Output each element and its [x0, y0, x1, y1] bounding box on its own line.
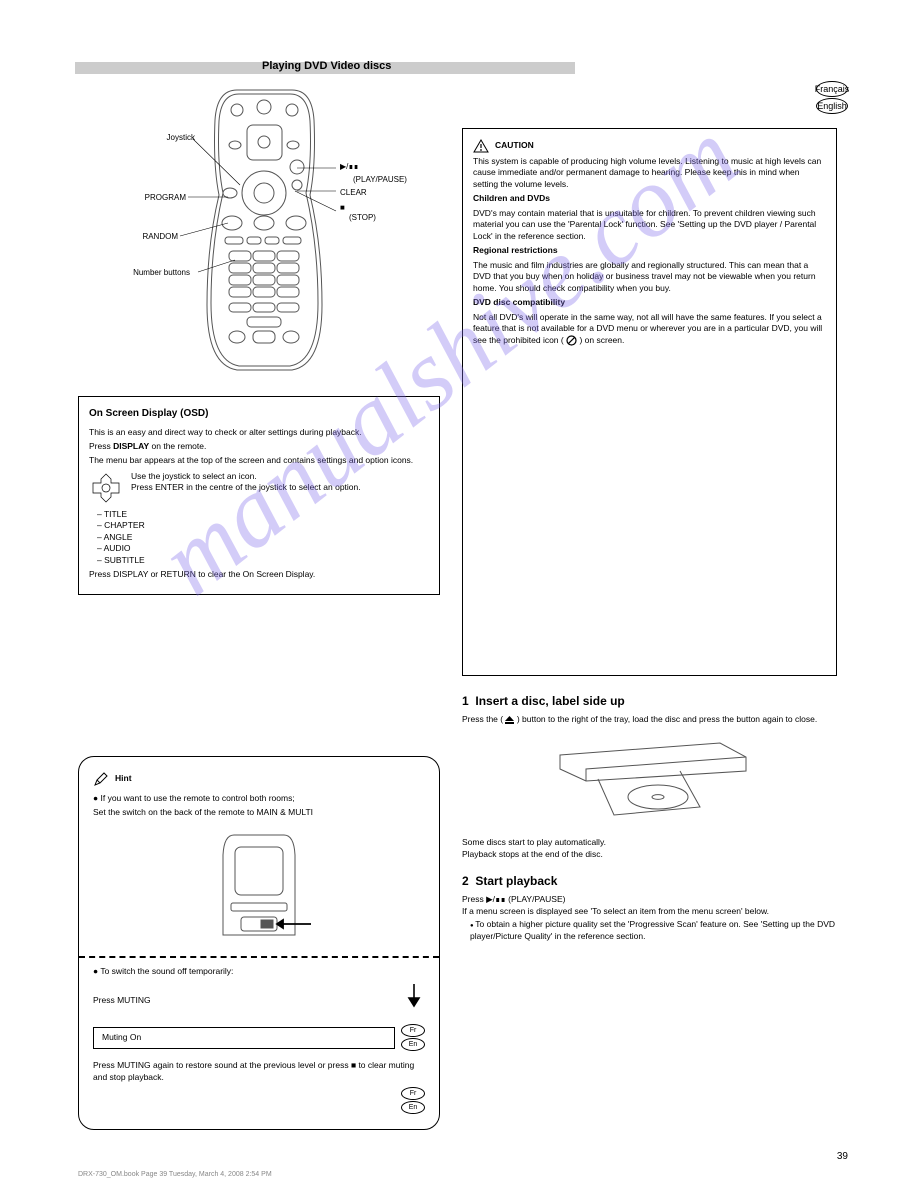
caution-s1t: Children and DVDs	[473, 193, 550, 203]
caution-s3t: DVD disc compatibility	[473, 297, 565, 307]
muting-bar: Muting On	[93, 1027, 395, 1048]
eject-icon	[505, 716, 514, 724]
osd-end: Press DISPLAY or RETURN to clear the On …	[89, 569, 429, 580]
caution-title: CAUTION	[495, 140, 534, 151]
step2-title: Start playback	[475, 874, 557, 888]
hint-tab-fr: Fr	[401, 1087, 425, 1100]
tab-french: Français	[816, 81, 848, 97]
mute-tab-fr: Fr	[401, 1024, 425, 1037]
osd-p2: Press DISPLAY on the remote.	[89, 441, 429, 452]
pencil-icon	[93, 771, 109, 787]
section-header: Playing DVD Video discs	[262, 60, 391, 72]
label-stop-sym: ■	[340, 203, 345, 212]
caution-s3: Not all DVD's will operate in the same w…	[473, 312, 826, 346]
label-playpause: (PLAY/PAUSE)	[353, 175, 407, 184]
osd-joy2: Press ENTER in the centre of the joystic…	[131, 482, 429, 493]
page-language-tabs: Français English	[816, 80, 848, 115]
label-playpause-sym: ▶/∎∎	[340, 162, 359, 171]
caution-text: This system is capable of producing high…	[473, 156, 826, 190]
hint-title: Hint	[115, 773, 132, 784]
arrow-down-icon	[403, 982, 425, 1016]
dashed-separator	[79, 956, 439, 958]
osd-box: On Screen Display (OSD) This is an easy …	[78, 396, 440, 595]
hint-h1: ● If you want to use the remote to contr…	[93, 793, 425, 804]
osd-title: On Screen Display (OSD)	[89, 407, 429, 421]
osd-p3: The menu bar appears at the top of the s…	[89, 455, 429, 466]
footer: DRX-730_OM.book Page 39 Tuesday, March 4…	[78, 1171, 272, 1178]
remote-control-diagram	[197, 85, 332, 375]
caution-s2: The music and film industries are global…	[473, 260, 826, 294]
step1-text: Press the ( ) button to the right of the…	[462, 714, 837, 725]
hint-h2: ● To switch the sound off temporarily:	[93, 966, 425, 977]
warning-icon	[473, 139, 489, 153]
step2-t2: If a menu screen is displayed see 'To se…	[462, 906, 837, 917]
mute-tab-en: En	[401, 1038, 425, 1051]
osd-p1: This is an easy and direct way to check …	[89, 427, 429, 438]
caution-s2t: Regional restrictions	[473, 245, 558, 255]
hint-box: Hint ● If you want to use the remote to …	[78, 756, 440, 1130]
disc-tray-diagram	[550, 735, 750, 825]
label-stop: (STOP)	[349, 213, 376, 222]
hint-h2t: Press MUTING	[93, 995, 393, 1006]
step1-p2: Some discs start to play automatically.	[462, 837, 837, 848]
step1-p3: Playback stops at the end of the disc.	[462, 849, 837, 860]
step2-bullet: To obtain a higher picture quality set t…	[470, 919, 837, 942]
joystick-icon	[89, 471, 123, 505]
page-number: 39	[837, 1151, 848, 1162]
caution-s1: DVD's may contain material that is unsui…	[473, 208, 826, 242]
label-joystick: Joystick	[117, 133, 195, 142]
remote-rear-diagram	[199, 825, 319, 945]
label-program: PROGRAM	[88, 193, 186, 202]
hint-h1t: Set the switch on the back of the remote…	[93, 807, 425, 818]
caution-box: CAUTION This system is capable of produc…	[462, 128, 837, 676]
hint-tab-en: En	[401, 1101, 425, 1114]
label-numbers: Number buttons	[100, 268, 190, 277]
prohibit-icon	[566, 335, 577, 346]
osd-joy1: Use the joystick to select an icon.	[131, 471, 429, 482]
step1-title: Insert a disc, label side up	[475, 694, 624, 708]
label-random: RANDOM	[100, 232, 178, 241]
osd-list: TITLE CHAPTER ANGLE AUDIO SUBTITLE	[89, 509, 429, 566]
tab-english: English	[816, 98, 848, 114]
hint-m2: Press MUTING again to restore sound at t…	[93, 1060, 425, 1083]
label-clear: CLEAR	[340, 188, 367, 197]
step2-t1: Press ▶/∎∎ (PLAY/PAUSE)	[462, 894, 837, 905]
